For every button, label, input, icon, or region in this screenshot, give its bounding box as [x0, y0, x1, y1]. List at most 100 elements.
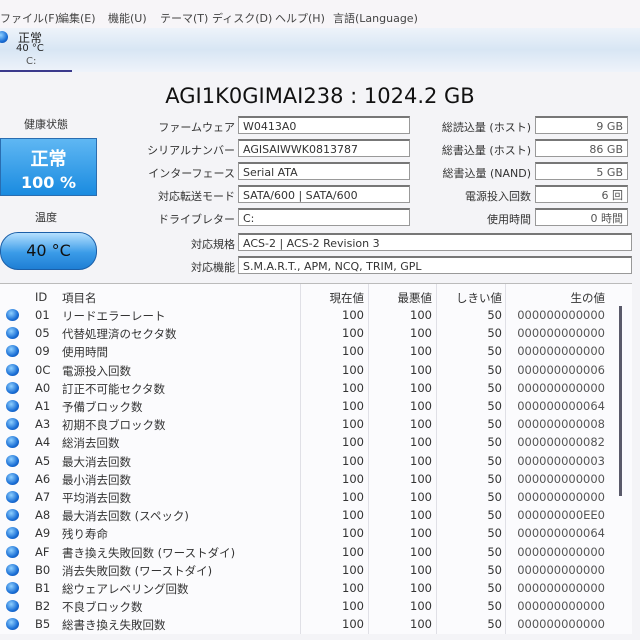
attr-worst: 100	[410, 435, 432, 450]
attr-worst: 100	[410, 562, 432, 577]
table-row[interactable]: A4 総消去回数 100 100 50 000000000082	[0, 433, 620, 451]
attr-current: 100	[342, 344, 364, 359]
table-row[interactable]: A3 初期不良ブロック数 100 100 50 000000000008	[0, 415, 620, 433]
attr-name: 最小消去回数	[62, 472, 131, 487]
attr-threshold: 50	[487, 562, 502, 577]
attr-name: 使用時間	[62, 345, 108, 360]
attr-worst: 100	[410, 362, 432, 377]
attr-id: A7	[35, 490, 51, 504]
attr-name: 総消去回数	[62, 436, 120, 451]
attr-id: 01	[35, 308, 50, 322]
table-row[interactable]: 09 使用時間 100 100 50 000000000000	[0, 342, 620, 360]
attr-raw: 000000000003	[517, 453, 605, 468]
status-dot-icon	[6, 582, 19, 594]
status-dot-icon	[6, 563, 19, 576]
table-row[interactable]: B0 消去失敗回数 (ワーストダイ) 100 100 50 0000000000…	[0, 561, 620, 579]
attr-raw: 000000000000	[517, 308, 605, 322]
standard-value: ACS-2 | ACS-2 Revision 3	[238, 233, 632, 251]
attr-threshold: 50	[487, 544, 502, 559]
info-label: シリアルナンバー	[147, 144, 235, 157]
attr-raw: 000000000000	[517, 380, 605, 395]
attr-worst: 100	[410, 417, 432, 432]
attr-id: A9	[35, 526, 51, 541]
attr-id: B1	[35, 581, 51, 595]
attr-current: 100	[342, 380, 364, 395]
menu-help[interactable]: ヘルプ(H)	[275, 12, 325, 25]
attr-current: 100	[342, 417, 364, 432]
header-name[interactable]: 項目名	[62, 291, 97, 305]
health-status-button[interactable]: 正常 100 %	[0, 138, 97, 196]
attr-worst: 100	[410, 581, 432, 595]
table-row[interactable]: 01 リードエラーレート 100 100 50 000000000000	[0, 306, 620, 324]
info-right-value: 6 回	[535, 185, 628, 203]
attr-raw: 000000000000	[517, 326, 605, 341]
attr-id: A8	[35, 508, 51, 523]
attr-worst: 100	[410, 617, 432, 632]
table-row[interactable]: 0C 電源投入回数 100 100 50 000000000006	[0, 361, 620, 379]
info-right-label: 使用時間	[487, 213, 531, 226]
attr-threshold: 50	[487, 308, 502, 322]
attr-worst: 100	[410, 380, 432, 395]
info-right-value: 5 GB	[535, 162, 628, 180]
status-dot-icon	[6, 327, 19, 340]
disk-tab-c[interactable]: 正常 40 °C C:	[0, 28, 72, 72]
table-row[interactable]: A8 最大消去回数 (スペック) 100 100 50 000000000EE0	[0, 506, 620, 524]
table-row[interactable]: A0 訂正不可能セクタ数 100 100 50 000000000000	[0, 379, 620, 397]
status-dot-icon	[6, 381, 19, 394]
temperature-value[interactable]: 40 °C	[0, 232, 97, 270]
disk-tab-status: 正常	[18, 31, 43, 45]
attr-raw: 000000000000	[517, 562, 605, 577]
menu-bar: ファイル(F) 編集(E) 機能(U) テーマ(T) ディスク(D) ヘルプ(H…	[0, 0, 640, 28]
attr-id: A3	[35, 417, 51, 432]
scrollbar[interactable]	[619, 306, 622, 496]
menu-theme[interactable]: テーマ(T)	[160, 12, 209, 25]
info-value: W0413A0	[238, 116, 410, 134]
header-id[interactable]: ID	[35, 290, 48, 304]
header-worst[interactable]: 最悪値	[397, 291, 433, 305]
table-row[interactable]: B5 総書き換え失敗回数 100 100 50 000000000000	[0, 615, 620, 633]
table-row[interactable]: B1 総ウェアレベリング回数 100 100 50 000000000000	[0, 579, 620, 597]
attr-worst: 100	[410, 326, 432, 341]
header-current[interactable]: 現在値	[329, 291, 365, 305]
table-row[interactable]: AF 書き換え失敗回数 (ワーストダイ) 100 100 50 00000000…	[0, 543, 620, 561]
menu-language[interactable]: 言語(Language)	[333, 12, 418, 25]
info-label: ファームウェア	[158, 121, 235, 134]
attr-id: A4	[35, 435, 51, 450]
attr-raw: 000000000000	[517, 599, 605, 614]
table-row[interactable]: A5 最大消去回数 100 100 50 000000000003	[0, 452, 620, 470]
menu-edit[interactable]: 編集(E)	[58, 12, 96, 25]
table-row[interactable]: A1 予備ブロック数 100 100 50 000000000064	[0, 397, 620, 415]
attr-current: 100	[342, 581, 364, 595]
attr-worst: 100	[410, 344, 432, 359]
info-value: AGISAIWWK0813787	[238, 139, 410, 157]
attr-raw: 000000000000	[517, 581, 605, 595]
menu-file[interactable]: ファイル(F)	[0, 12, 59, 25]
attr-threshold: 50	[487, 380, 502, 395]
menu-function[interactable]: 機能(U)	[108, 12, 147, 25]
attr-threshold: 50	[487, 344, 502, 359]
disk-tab-temp: 40 °C	[16, 43, 44, 54]
header-threshold[interactable]: しきい値	[456, 291, 502, 305]
attr-raw: 000000000000	[517, 344, 605, 359]
status-dot-icon	[6, 472, 19, 485]
attr-worst: 100	[410, 453, 432, 468]
table-row[interactable]: A9 残り寿命 100 100 50 000000000064	[0, 524, 620, 542]
table-row[interactable]: B2 不良ブロック数 100 100 50 000000000000	[0, 597, 620, 615]
attr-threshold: 50	[487, 435, 502, 450]
menu-disk[interactable]: ディスク(D)	[212, 12, 273, 25]
attr-current: 100	[342, 435, 364, 450]
table-row[interactable]: A6 最小消去回数 100 100 50 000000000000	[0, 470, 620, 488]
info-value: C:	[238, 208, 410, 226]
table-header: ID 項目名 現在値 最悪値 しきい値 生の値	[0, 288, 620, 306]
attr-worst: 100	[410, 399, 432, 413]
info-label: インターフェース	[148, 167, 235, 180]
standard-label: 対応規格	[191, 238, 235, 251]
table-row[interactable]: 05 代替処理済のセクタ数 100 100 50 000000000000	[0, 324, 620, 342]
attr-current: 100	[342, 562, 364, 577]
info-right-label: 総書込量 (ホスト)	[441, 144, 531, 157]
info-label: 対応転送モード	[158, 190, 235, 203]
header-raw[interactable]: 生の値	[570, 291, 606, 305]
status-dot-icon	[6, 491, 19, 503]
table-row[interactable]: A7 平均消去回数 100 100 50 000000000000	[0, 488, 620, 506]
health-label: 健康状態	[24, 118, 68, 131]
